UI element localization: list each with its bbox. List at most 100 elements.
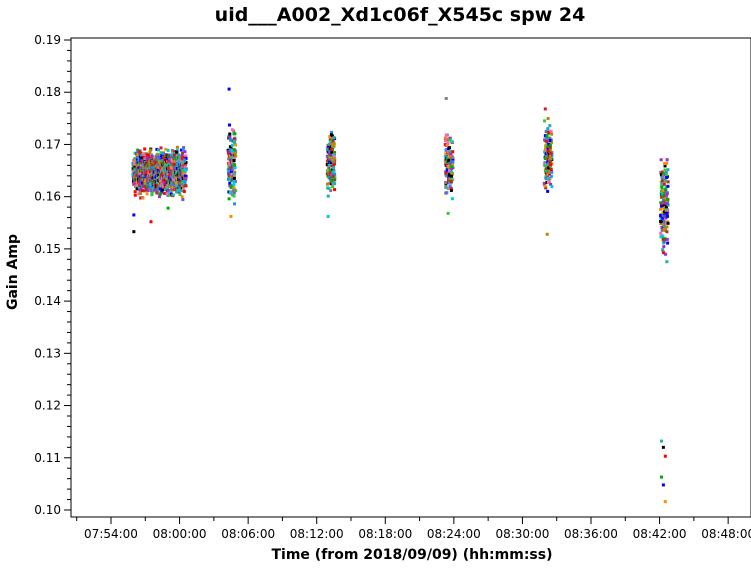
data-point [447,168,451,172]
data-point [141,196,145,200]
data-point [447,179,451,183]
data-point [665,158,669,162]
data-point [446,168,450,172]
data-point [230,156,234,160]
data-point [171,185,175,189]
data-point [151,189,155,193]
data-point [659,231,663,235]
data-point [156,180,160,184]
data-point [548,145,552,149]
data-point [137,192,141,196]
data-point [228,181,232,185]
data-point [135,183,139,187]
data-point [156,165,160,169]
data-point [661,234,665,238]
data-point [169,154,173,158]
data-point [173,166,177,170]
data-point [227,197,231,201]
chart-title: uid___A002_Xd1c06f_X545c spw 24 [215,4,586,26]
data-point [549,168,553,172]
data-point [548,147,552,151]
data-point [332,170,336,174]
data-point [660,176,664,180]
data-point [666,168,670,172]
data-point [157,154,161,158]
data-point [226,148,230,152]
data-point [543,184,547,188]
data-point [134,170,138,174]
data-point [144,160,148,164]
data-point [163,164,167,168]
data-point [666,241,670,245]
data-point [173,152,177,156]
data-point [155,191,159,195]
data-point [333,188,337,192]
data-point [662,204,666,208]
data-point [166,193,170,197]
data-point [548,137,552,141]
data-point [662,219,666,223]
data-point [660,225,664,229]
data-point [157,168,161,172]
data-point [155,147,159,151]
data-point [136,149,140,153]
data-point [662,182,666,186]
data-point [227,123,231,127]
data-point [162,180,166,184]
x-tick-label: 08:18:00 [358,527,412,541]
data-point [446,138,450,142]
data-point [333,157,337,161]
data-point [328,163,332,167]
data-point [661,179,665,183]
data-point [172,153,176,157]
data-point [665,161,669,165]
data-point [165,163,169,167]
data-point [135,187,139,191]
data-point [542,181,546,185]
data-point [549,151,553,155]
data-point [449,152,453,156]
data-point [231,172,235,176]
data-point [184,160,188,164]
data-point [168,185,172,189]
data-point [659,207,663,211]
data-point [131,162,135,166]
data-point [139,196,143,200]
data-point [232,159,236,163]
data-point [331,185,335,189]
data-point [144,186,148,190]
data-point [666,184,670,188]
data-point [665,260,669,264]
data-point [230,193,234,197]
data-point [327,169,331,173]
data-point [665,211,669,215]
data-point [232,163,236,167]
data-point [544,153,548,157]
data-point [161,188,165,192]
data-point [447,158,451,162]
outlier-point [663,454,667,458]
data-point [182,189,186,193]
data-point [545,136,549,140]
data-point [548,143,552,147]
data-point [660,228,664,232]
data-point [443,181,447,185]
data-point [158,160,162,164]
data-point [550,170,554,174]
data-point [183,162,187,166]
data-point [144,181,148,185]
data-point [449,167,453,171]
data-point [228,145,232,149]
outlier-point [227,87,231,91]
data-point [159,180,163,184]
data-point [662,214,666,218]
data-point [177,190,181,194]
data-point [138,149,142,153]
data-point [544,130,548,134]
data-point [133,151,137,155]
data-point [326,146,330,150]
data-point [545,166,549,170]
data-point [549,174,553,178]
data-point [142,152,146,156]
data-point [170,152,174,156]
